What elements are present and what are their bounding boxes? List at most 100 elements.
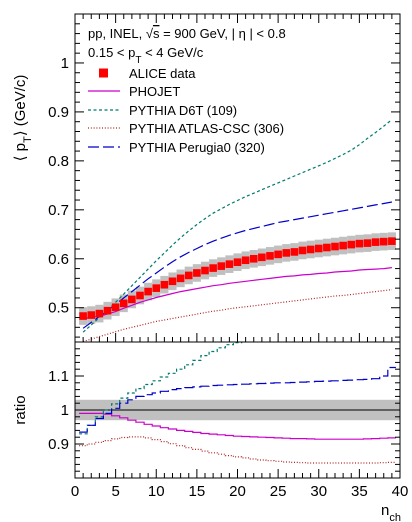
legend-item-phojet: PHOJET: [88, 84, 180, 99]
data-point: [363, 239, 372, 247]
legend-label: PYTHIA D6T (109): [129, 103, 237, 118]
top-panel: 0.5 0.6 0.7 0.8 0.9 1: [48, 13, 401, 343]
legend: pp, INEL, √s = 900 GeV, | η | < 0.8 0.15 …: [88, 26, 286, 155]
phojet-line: [83, 267, 392, 320]
annotation-part: = 900 GeV, | η | < 0.8: [159, 26, 285, 41]
legend-item-d6t: PYTHIA D6T (109): [88, 103, 237, 118]
data-point: [79, 312, 87, 320]
x-tick-label: 30: [310, 483, 327, 500]
ratio-y-tick-label: 1: [61, 402, 69, 419]
y-tick-label: 0.6: [48, 251, 69, 268]
annotation-part: T: [135, 55, 141, 66]
annotation-line-1: pp, INEL, √s = 900 GeV, | η | < 0.8: [88, 26, 286, 41]
data-point: [184, 271, 193, 280]
data-point: [225, 260, 234, 268]
data-point: [331, 242, 339, 251]
data-point: [119, 299, 128, 308]
atlas-ratio-line: [79, 436, 396, 464]
data-point: [103, 306, 112, 315]
annotation-line-2: 0.15 < pT < 4 GeV/c: [88, 45, 204, 66]
x-axis-title: nch: [381, 502, 401, 522]
data-point: [209, 264, 217, 272]
data-point: [355, 239, 364, 248]
y-tick-label: 0.7: [48, 202, 69, 219]
data-point: [347, 240, 356, 249]
legend-label: PHOJET: [129, 84, 180, 99]
perugia-line: [82, 201, 393, 329]
data-point: [95, 309, 104, 318]
ratio-y-tick-label: 0.9: [48, 436, 69, 453]
data-point: [144, 287, 152, 296]
data-point: [371, 238, 380, 246]
legend-label: ALICE data: [129, 66, 196, 81]
annotation-part: 0.15 < p: [88, 45, 135, 60]
y-axis-title: ⟨ pT⟩ (GeV/c): [12, 75, 34, 162]
legend-item-perugia: PYTHIA Perugia0 (320): [88, 140, 265, 155]
x-tick-label: 35: [351, 483, 368, 500]
data-point: [388, 237, 396, 245]
data-point: [241, 256, 250, 265]
x-tick-label: 15: [189, 483, 206, 500]
data-point: [290, 248, 299, 256]
ratio-axis-title: ratio: [12, 395, 29, 424]
legend-label: PYTHIA Perugia0 (320): [129, 140, 265, 155]
data-point: [87, 311, 96, 319]
annotation-part: < 4 GeV/c: [141, 45, 203, 60]
y-axis-title-sub: T: [22, 136, 34, 143]
data-point: [323, 243, 331, 252]
data-point: [306, 245, 315, 254]
ratio-y-tick-label: 1.1: [48, 368, 69, 385]
data-point: [266, 252, 274, 260]
x-tick-label: 5: [111, 483, 119, 500]
x-axis-title-sub: ch: [389, 512, 401, 522]
ratio-panel: 0.9 1 1.1 0 5 10 15 20 25 30 35 40: [48, 341, 409, 500]
x-tick-label: 25: [270, 483, 287, 500]
y-axis-title-unit: ⟩ (GeV/c): [12, 75, 29, 137]
annotation-part: pp, INEL,: [88, 26, 146, 41]
phojet-ratio-line: [79, 412, 396, 440]
y-tick-label: 1: [61, 55, 69, 72]
legend-item-data: ALICE data: [99, 66, 196, 81]
legend-label: PYTHIA ATLAS-CSC (306): [129, 121, 284, 136]
data-point: [160, 280, 169, 289]
top-frame: [74, 13, 401, 343]
perugia-ratio-line: [79, 366, 396, 433]
atlas-line: [82, 289, 392, 342]
data-point: [233, 258, 242, 267]
data-point: [249, 254, 258, 263]
x-tick-label: 0: [71, 483, 79, 500]
x-tick-label: 10: [148, 483, 165, 500]
x-axis-title-main: n: [381, 502, 389, 519]
data-point: [168, 277, 177, 286]
ratio-plot-area: [75, 342, 400, 464]
d6t-line: [82, 119, 393, 333]
x-tick-label: 20: [229, 483, 246, 500]
data-point: [136, 291, 144, 300]
annotation-part: √: [146, 26, 154, 41]
data-point: [176, 274, 185, 283]
y-axis-title-main: ⟨ p: [12, 143, 29, 161]
data-point: [201, 266, 209, 275]
y-tick-label: 0.9: [48, 104, 69, 121]
x-tick-label: 40: [392, 483, 409, 500]
data-point: [282, 249, 291, 257]
legend-marker-data: [99, 68, 108, 78]
y-tick-label: 0.5: [48, 300, 69, 317]
data-point: [274, 250, 282, 259]
top-plot-area: [79, 119, 396, 342]
data-point: [128, 295, 136, 304]
y-tick-label: 0.8: [48, 153, 69, 170]
data-point: [314, 244, 323, 253]
data-point: [258, 253, 266, 262]
data-point: [111, 303, 120, 312]
data-point: [339, 241, 347, 250]
data-point: [217, 262, 226, 270]
d6t-ratio-line: [79, 342, 243, 435]
data-point: [379, 237, 388, 246]
annotation-part: s: [153, 26, 160, 41]
data-point: [193, 269, 201, 277]
axis-labels: ⟨ pT⟩ (GeV/c) ratio nch: [12, 75, 401, 522]
legend-item-atlas: PYTHIA ATLAS-CSC (306): [88, 121, 284, 136]
data-point: [152, 284, 161, 292]
